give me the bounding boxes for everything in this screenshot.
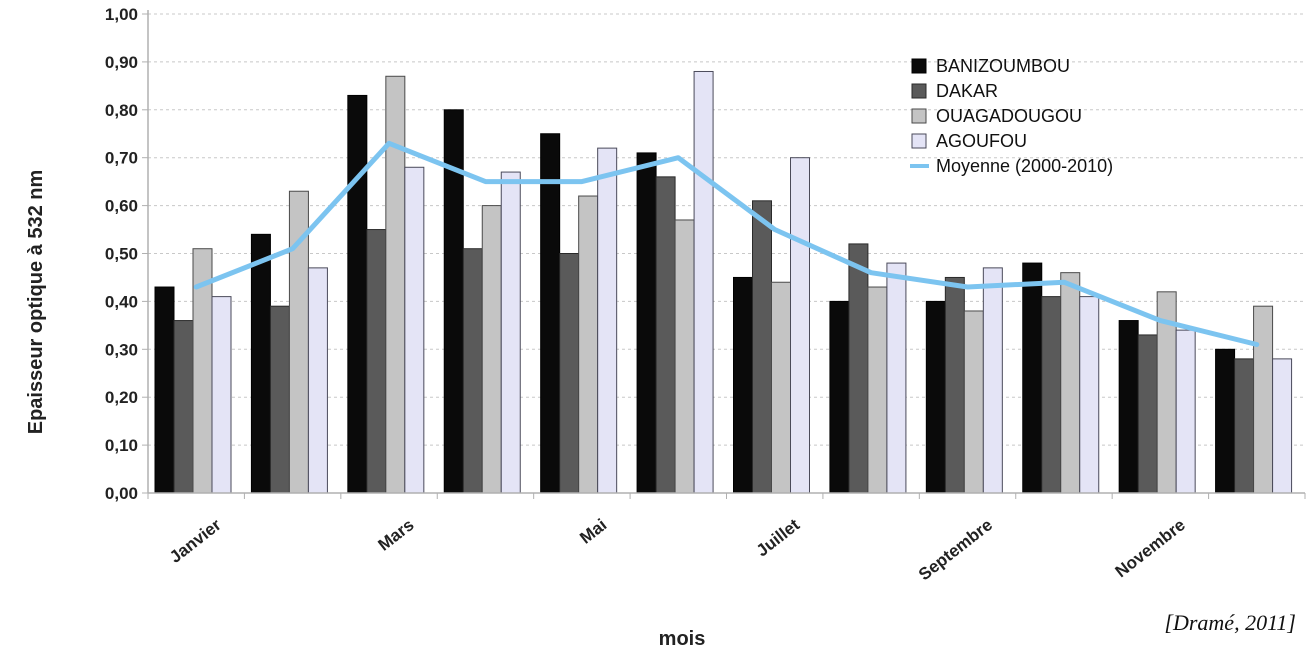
bar-ouagadougou — [481, 205, 502, 494]
bar-dakar — [366, 229, 387, 494]
legend-label: DAKAR — [936, 81, 998, 101]
bar-ouagadougou — [578, 195, 599, 494]
bar-banizoumbou — [733, 276, 753, 494]
legend-label: Moyenne (2000-2010) — [936, 156, 1113, 176]
y-tick-label: 0,90 — [105, 53, 138, 72]
bar-dakar — [848, 243, 869, 494]
bar-agoufou — [693, 70, 714, 494]
legend-label: AGOUFOU — [936, 131, 1027, 151]
bar-banizoumbou — [1022, 262, 1043, 494]
y-tick-label: 0,80 — [105, 101, 138, 120]
bar-dakar — [752, 200, 772, 494]
x-tick-label: Mai — [576, 515, 610, 547]
y-tick-label: 0,30 — [105, 340, 138, 359]
legend-label: OUAGADOUGOU — [936, 106, 1082, 126]
y-tick-label: 0,70 — [105, 149, 138, 168]
bar-dakar — [173, 320, 194, 494]
legend-swatch — [911, 83, 927, 99]
legend-swatch — [911, 108, 927, 124]
y-tick-label: 0,50 — [105, 245, 138, 264]
legend-label: BANIZOUMBOU — [936, 56, 1070, 76]
bar-dakar — [944, 276, 965, 494]
y-tick-label: 0,40 — [105, 292, 138, 311]
bar-agoufou — [886, 262, 907, 494]
bar-ouagadougou — [385, 75, 406, 494]
bar-ouagadougou — [963, 310, 984, 494]
mean-line-series — [193, 140, 1260, 347]
legend: BANIZOUMBOU DAKAR OUAGADOUGOU AGOUFOU Moyenn… — [910, 56, 1113, 176]
y-tick-label: 0,20 — [105, 388, 138, 407]
bar-dakar — [1234, 358, 1255, 494]
y-tick-labels: 0,00 0,10 0,20 0,30 0,40 0,50 0,60 0,70 0,80 0,90… — [105, 5, 148, 503]
x-tick-label: Juillet — [753, 515, 804, 560]
citation-text: [Dramé, 2011] — [1164, 610, 1296, 635]
bar-banizoumbou — [1215, 348, 1236, 494]
bar-agoufou — [1272, 358, 1293, 494]
bar-agoufou — [211, 296, 232, 494]
bar-agoufou — [1175, 329, 1196, 494]
moyenne-line — [193, 140, 1260, 347]
bar-banizoumbou — [636, 152, 657, 494]
y-axis-title: Epaisseur optique à 532 nm — [25, 170, 47, 435]
y-tick-label: 1,00 — [105, 5, 138, 24]
bar-ouagadougou — [674, 219, 695, 494]
x-axis-title: mois — [659, 628, 706, 650]
bar-agoufou — [982, 267, 1003, 494]
x-tick-label: Mars — [375, 515, 418, 554]
bar-agoufou — [790, 157, 810, 494]
x-tick-label: Septembre — [915, 515, 996, 584]
bar-banizoumbou — [1118, 320, 1139, 494]
bar-agoufou — [1079, 296, 1100, 494]
bar-dakar — [462, 248, 483, 494]
bar-ouagadougou — [1253, 305, 1274, 494]
bar-agoufou — [597, 147, 618, 494]
y-tick-label: 0,60 — [105, 197, 138, 216]
bar-banizoumbou — [250, 233, 271, 494]
bar-banizoumbou — [925, 300, 946, 494]
bar-dakar — [269, 305, 290, 494]
legend-swatch — [911, 58, 927, 74]
bar-agoufou — [500, 171, 521, 494]
bar-series — [154, 70, 1293, 494]
bar-ouagadougou — [1060, 272, 1081, 494]
x-tick-label: Janvier — [166, 515, 225, 567]
bar-dakar — [559, 253, 580, 494]
y-tick-label: 0,10 — [105, 436, 138, 455]
bar-dakar — [1041, 296, 1062, 494]
bar-banizoumbou — [829, 300, 850, 494]
bar-agoufou — [404, 166, 425, 494]
bar-dakar — [1137, 334, 1158, 494]
legend-swatch — [911, 133, 927, 149]
bar-banizoumbou — [154, 286, 175, 494]
grid-lines — [148, 13, 1305, 446]
bar-ouagadougou — [867, 286, 888, 494]
x-tick-labels: Janvier Mars Mai Juillet Septembre Novembre — [147, 493, 1306, 584]
bar-banizoumbou — [540, 133, 561, 494]
bar-dakar — [655, 176, 676, 494]
x-tick-label: Novembre — [1112, 515, 1189, 581]
bar-banizoumbou — [347, 94, 368, 494]
y-tick-label: 0,00 — [105, 484, 138, 503]
bar-ouagadougou — [771, 281, 791, 494]
bar-agoufou — [307, 267, 328, 494]
